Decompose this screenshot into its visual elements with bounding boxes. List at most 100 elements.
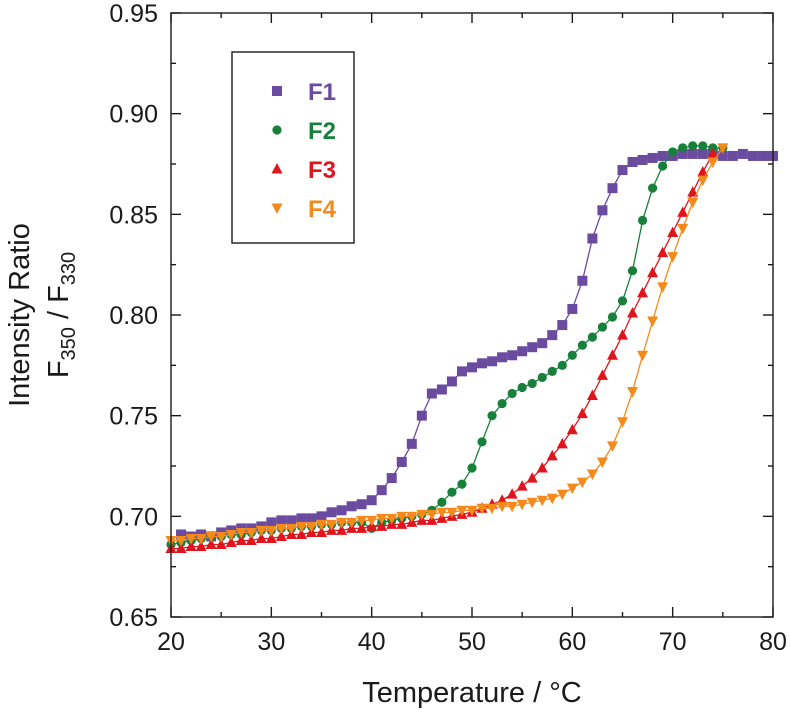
data-point-f2 (547, 366, 557, 376)
data-point-f4 (657, 282, 669, 293)
data-point-f1 (637, 154, 648, 165)
data-point-f1 (477, 358, 488, 369)
y-tick-label: 0.70 (109, 503, 158, 531)
data-point-f1 (446, 376, 457, 387)
data-point-f4 (586, 469, 598, 481)
data-point-f3 (546, 449, 558, 461)
data-point-f3 (265, 532, 277, 543)
data-point-f4 (336, 517, 348, 529)
data-point-f3 (506, 488, 518, 499)
data-point-f4 (526, 497, 538, 509)
data-point-f4 (255, 525, 267, 537)
data-point-f1 (326, 507, 337, 518)
data-point-f4 (305, 521, 317, 533)
data-point-f4 (647, 316, 659, 328)
data-point-f2 (447, 487, 457, 497)
legend-marker-f2 (272, 125, 282, 135)
data-point-f4 (376, 513, 388, 525)
data-point-f3 (396, 518, 408, 529)
data-point-f2 (617, 296, 628, 306)
y-tick-label: 0.90 (109, 101, 158, 129)
data-point-f3 (647, 266, 659, 278)
data-point-f4 (667, 252, 679, 263)
data-point-f4 (326, 519, 338, 531)
data-point-f4 (536, 495, 548, 507)
data-point-f4 (456, 505, 468, 517)
data-point-f4 (596, 457, 608, 468)
axis-ticks: 20 30 40 50 60 70 80 0.65 0.70 0.75 0.80 0.85 0.90 0.… (109, 0, 787, 656)
data-point-f1 (517, 346, 528, 357)
data-point-f4 (245, 527, 257, 539)
data-point-f4 (617, 417, 628, 428)
data-point-f2 (467, 463, 477, 473)
data-point-f4 (356, 515, 368, 527)
data-point-f1 (677, 148, 688, 159)
data-point-f1 (316, 511, 327, 522)
data-point-f4 (215, 531, 227, 543)
data-point-f1 (537, 338, 548, 349)
data-point-f1 (356, 499, 367, 510)
data-point-f4 (426, 509, 438, 521)
data-point-f2 (597, 322, 608, 332)
data-point-f3 (235, 534, 247, 545)
data-point-f3 (356, 522, 368, 533)
data-point-f1 (567, 303, 578, 314)
data-point-f3 (275, 530, 287, 541)
data-point-f1 (497, 352, 508, 363)
y-tick-label: 0.85 (109, 201, 158, 229)
data-point-f2 (688, 141, 698, 151)
data-point-f3 (195, 540, 207, 552)
data-point-f2 (708, 143, 718, 153)
data-point-f1 (697, 148, 708, 159)
data-point-f4 (556, 489, 568, 501)
data-point-f4 (446, 507, 458, 519)
data-point-f2 (437, 497, 447, 507)
data-point-f1 (306, 513, 317, 524)
data-point-f2 (527, 378, 537, 389)
data-point-f1 (376, 485, 387, 496)
data-point-f1 (717, 150, 728, 161)
y-axis-title: Intensity Ratio F350 / F330 (4, 223, 80, 407)
y-axis-title-line2: F350 / F330 (43, 252, 80, 378)
data-point-f1 (176, 529, 187, 540)
legend: F1 F2 F3 F4 (231, 51, 355, 244)
data-point-f4 (606, 441, 618, 452)
data-point-f4 (546, 493, 558, 505)
data-point-f3 (697, 166, 709, 177)
data-point-f4 (707, 157, 719, 168)
data-point-f1 (587, 233, 598, 244)
data-point-f1 (687, 148, 698, 159)
data-point-f1 (436, 384, 447, 395)
data-point-f4 (205, 531, 217, 543)
plot-marks (165, 141, 778, 554)
data-point-f1 (396, 456, 407, 467)
data-point-f1 (507, 350, 518, 361)
data-point-f3 (596, 369, 608, 380)
data-point-f4 (717, 143, 729, 154)
data-point-f1 (617, 165, 628, 176)
data-point-f3 (627, 306, 639, 318)
data-point-f4 (406, 511, 418, 523)
data-point-f4 (627, 387, 639, 398)
data-point-f4 (476, 503, 488, 515)
data-point-f3 (526, 472, 538, 483)
data-point-f4 (516, 499, 528, 511)
data-point-f2 (648, 183, 658, 193)
data-point-f1 (747, 150, 758, 161)
data-point-f4 (416, 509, 428, 521)
data-point-f2 (497, 398, 507, 409)
data-point-f2 (637, 215, 648, 225)
data-point-f4 (396, 511, 408, 523)
y-axis-title-line1: Intensity Ratio (4, 223, 36, 407)
data-point-f2 (678, 143, 688, 153)
x-tick-label: 50 (458, 628, 486, 656)
data-point-f3 (336, 524, 348, 535)
data-point-f3 (637, 286, 649, 298)
data-point-f4 (366, 515, 378, 527)
x-axis-title: Temperature / °C (362, 677, 582, 709)
data-point-f2 (567, 350, 577, 360)
data-point-f4 (466, 505, 478, 517)
data-point-f3 (215, 538, 227, 550)
